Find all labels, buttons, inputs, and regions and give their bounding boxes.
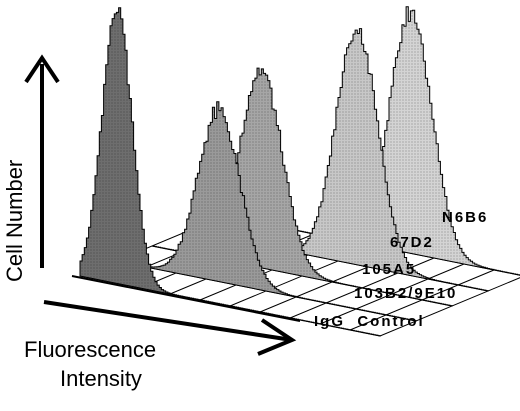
series-labels-group: IgG Control 103B2/9E10 105A5 67D2 N6B6 xyxy=(314,209,488,330)
x-arrowhead xyxy=(257,318,297,356)
histogram-texture xyxy=(224,6,520,276)
series-label: N6B6 xyxy=(442,209,488,226)
axes-group xyxy=(24,54,301,356)
histogram-texture xyxy=(80,7,380,337)
series-label: IgG Control xyxy=(314,313,425,330)
baseline-axis xyxy=(71,275,301,322)
histogram-texture xyxy=(188,28,488,291)
y-arrowhead xyxy=(24,54,60,84)
x-axis-label-line-1: Fluorescence xyxy=(24,337,156,362)
series-label: 103B2/9E10 xyxy=(354,285,457,302)
histogram-texture xyxy=(116,101,416,321)
histogram-series-group xyxy=(79,6,520,337)
y-axis-label: Cell Number xyxy=(2,160,27,282)
x-axis-label-line-2: Intensity xyxy=(60,366,142,391)
series-label: 105A5 xyxy=(362,261,416,278)
series-label: 67D2 xyxy=(390,234,434,251)
x-axis-arrow xyxy=(43,300,293,342)
